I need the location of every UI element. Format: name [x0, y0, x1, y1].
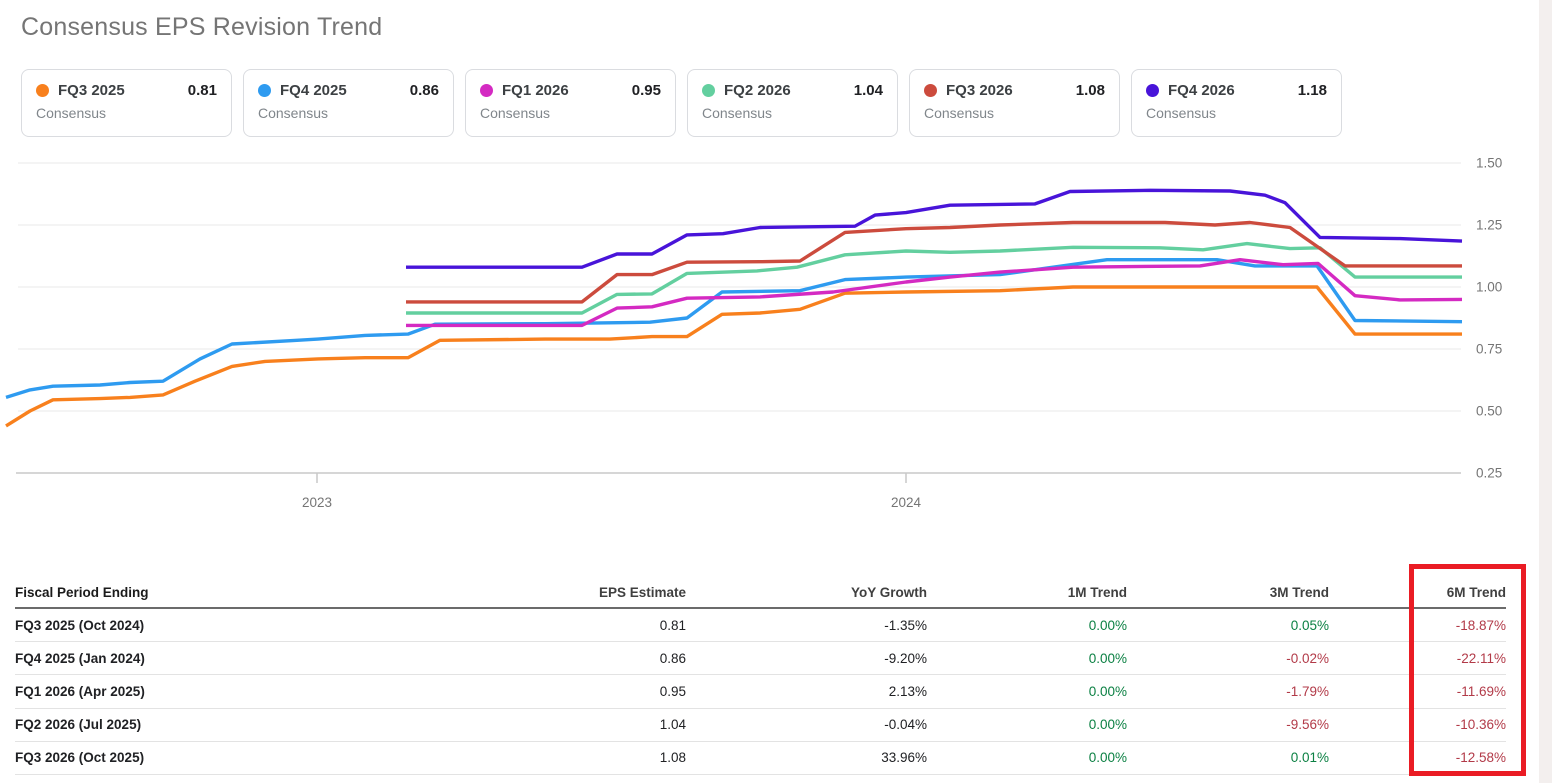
cell-period: FQ1 2026 (Apr 2025) [15, 683, 145, 699]
cell-m3: 0.05% [1290, 617, 1329, 633]
cell-eps: 0.81 [659, 617, 686, 633]
cell-m1: 0.00% [1088, 717, 1127, 733]
cell-eps: 1.08 [659, 750, 686, 766]
eps-chart-svg: 1.50 1.25 1.00 0.75 0.50 0.25 2023 2024 [5, 156, 1502, 510]
legend-card-sublabel: Consensus [480, 105, 551, 121]
chart-line-fq4-2025-consensus[interactable] [5, 257, 1463, 400]
cell-period: FQ2 2026 (Jul 2025) [15, 717, 142, 733]
table-row[interactable]: FQ2 2026 (Jul 2025) 1.04 -0.04% 0.00% -9.56%… [15, 709, 1506, 742]
cell-period: FQ4 2025 (Jan 2024) [15, 650, 145, 666]
series-color-dot-icon [924, 84, 937, 97]
column-header[interactable]: EPS Estimate [598, 584, 686, 600]
cell-m1: 0.00% [1088, 650, 1127, 666]
table-row[interactable]: FQ3 2025 (Oct 2024) 0.81 -1.35% 0.00% 0.05% -… [15, 609, 1506, 643]
chart-line-fq1-2026-consensus[interactable] [406, 257, 1463, 328]
legend-card-fq2-2026[interactable]: FQ2 2026 1.04 Consensus [687, 69, 898, 137]
legend-card-label: FQ2 2026 [724, 82, 791, 99]
legend-card-value: 0.81 [187, 82, 217, 99]
cell-eps: 0.95 [659, 683, 686, 699]
legend-card-value: 0.86 [409, 82, 439, 99]
cell-m3: 0.01% [1290, 750, 1329, 766]
y-axis-tick-label: 0.50 [1476, 404, 1502, 419]
series-color-dot-icon [1146, 84, 1159, 97]
legend-card-row: FQ3 2025 0.81 Consensus FQ4 2025 0.86 Consens… [21, 69, 1342, 137]
legend-card-label: FQ3 2025 [58, 82, 125, 99]
legend-card-value: 1.04 [853, 82, 883, 99]
x-axis-tick-label: 2024 [891, 495, 922, 510]
legend-card-sublabel: Consensus [258, 105, 329, 121]
cell-m1: 0.00% [1088, 750, 1127, 766]
legend-card-fq3-2026[interactable]: FQ3 2026 1.08 Consensus [909, 69, 1120, 137]
series-color-dot-icon [258, 84, 271, 97]
legend-card-value: 0.95 [631, 82, 661, 99]
legend-card-sublabel: Consensus [702, 105, 773, 121]
right-edge-strip [1539, 0, 1552, 783]
legend-card-sublabel: Consensus [924, 105, 995, 121]
cell-eps: 1.04 [659, 717, 686, 733]
table-row[interactable]: FQ4 2025 (Jan 2024) 0.86 -9.20% 0.00% -0.02%… [15, 642, 1506, 676]
legend-card-label: FQ1 2026 [502, 82, 569, 99]
cell-yoy: -9.20% [884, 650, 927, 666]
cell-m6: -10.36% [1455, 717, 1506, 733]
eps-estimates-table: Fiscal Period Ending EPS Estimate YoY Grow… [15, 577, 1506, 775]
column-header[interactable]: YoY Growth [850, 584, 927, 600]
table-row[interactable]: FQ1 2026 (Apr 2025) 0.95 2.13% 0.00% -1.79% -… [15, 675, 1506, 709]
cell-m3: -1.79% [1286, 683, 1329, 699]
chart-line-fq3-2026-consensus[interactable] [406, 220, 1462, 304]
cell-yoy: 2.13% [888, 683, 927, 699]
column-header[interactable]: 6M Trend [1446, 584, 1506, 600]
legend-card-sublabel: Consensus [36, 105, 107, 121]
legend-card-value: 1.08 [1075, 82, 1105, 99]
legend-card-fq4-2026[interactable]: FQ4 2026 1.18 Consensus [1131, 69, 1342, 137]
cell-m6: -18.87% [1455, 617, 1506, 633]
table-body: FQ3 2025 (Oct 2024) 0.81 -1.35% 0.00% 0.05% -… [15, 609, 1506, 775]
chart-line-fq3-2025-consensus[interactable] [5, 285, 1462, 428]
page-title: Consensus EPS Revision Trend [21, 13, 383, 41]
cell-eps: 0.86 [659, 650, 686, 666]
cell-m3: -0.02% [1286, 650, 1329, 666]
table-header-row: Fiscal Period Ending EPS Estimate YoY Grow… [15, 577, 1506, 609]
column-header[interactable]: Fiscal Period Ending [15, 584, 149, 600]
series-color-dot-icon [36, 84, 49, 97]
series-color-dot-icon [480, 84, 493, 97]
legend-card-label: FQ3 2026 [946, 82, 1013, 99]
column-header[interactable]: 1M Trend [1067, 584, 1127, 600]
legend-card-sublabel: Consensus [1146, 105, 1217, 121]
cell-m3: -9.56% [1286, 717, 1329, 733]
y-axis-tick-label: 1.25 [1476, 218, 1502, 233]
chart-line-fq4-2026-consensus[interactable] [406, 188, 1463, 269]
chart-line-fq2-2026-consensus[interactable] [406, 241, 1462, 315]
cell-m6: -12.58% [1455, 750, 1506, 766]
legend-card-label: FQ4 2025 [280, 82, 347, 99]
y-axis-tick-label: 0.25 [1476, 466, 1502, 481]
cell-m6: -11.69% [1456, 683, 1506, 699]
legend-card-label: FQ4 2026 [1168, 82, 1235, 99]
legend-card-fq4-2025[interactable]: FQ4 2025 0.86 Consensus [243, 69, 454, 137]
table-row[interactable]: FQ3 2026 (Oct 2025) 1.08 33.96% 0.00% 0.01% -… [15, 742, 1506, 775]
eps-revision-chart: 1.50 1.25 1.00 0.75 0.50 0.25 2023 2024 [0, 150, 1552, 533]
cell-yoy: 33.96% [881, 750, 927, 766]
cell-period: FQ3 2025 (Oct 2024) [15, 617, 145, 633]
cell-m1: 0.00% [1088, 683, 1127, 699]
legend-card-fq3-2025[interactable]: FQ3 2025 0.81 Consensus [21, 69, 232, 137]
y-axis-tick-label: 0.75 [1476, 342, 1502, 357]
legend-card-value: 1.18 [1297, 82, 1327, 99]
cell-period: FQ3 2026 (Oct 2025) [15, 750, 145, 766]
x-axis-tick-label: 2023 [302, 495, 332, 510]
cell-m1: 0.00% [1088, 617, 1127, 633]
column-header[interactable]: 3M Trend [1269, 584, 1329, 600]
y-axis-tick-label: 1.00 [1476, 280, 1502, 295]
series-color-dot-icon [702, 84, 715, 97]
cell-m6: -22.11% [1456, 650, 1506, 666]
cell-yoy: -1.35% [884, 617, 927, 633]
cell-yoy: -0.04% [884, 717, 927, 733]
legend-card-fq1-2026[interactable]: FQ1 2026 0.95 Consensus [465, 69, 676, 137]
y-axis-tick-label: 1.50 [1476, 156, 1502, 171]
